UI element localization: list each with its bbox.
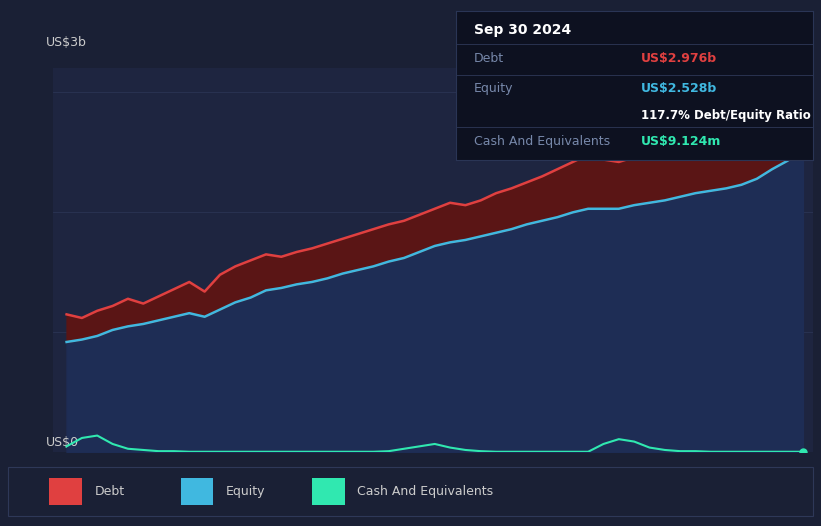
Text: US$3b: US$3b	[46, 36, 87, 49]
Text: 117.7% Debt/Equity Ratio: 117.7% Debt/Equity Ratio	[641, 109, 811, 123]
Text: Cash And Equivalents: Cash And Equivalents	[357, 485, 493, 498]
FancyBboxPatch shape	[8, 467, 813, 515]
Text: Equity: Equity	[474, 83, 513, 96]
Text: Cash And Equivalents: Cash And Equivalents	[474, 135, 610, 148]
Text: Debt: Debt	[474, 53, 503, 66]
Text: US$2.976b: US$2.976b	[641, 53, 718, 66]
Text: US$0: US$0	[46, 436, 79, 449]
Text: Sep 30 2024: Sep 30 2024	[474, 23, 571, 36]
Text: US$2.528b: US$2.528b	[641, 83, 718, 96]
FancyBboxPatch shape	[312, 478, 345, 505]
Text: US$9.124m: US$9.124m	[641, 135, 722, 148]
Text: Equity: Equity	[226, 485, 265, 498]
Text: Debt: Debt	[94, 485, 125, 498]
FancyBboxPatch shape	[49, 478, 82, 505]
FancyBboxPatch shape	[181, 478, 213, 505]
